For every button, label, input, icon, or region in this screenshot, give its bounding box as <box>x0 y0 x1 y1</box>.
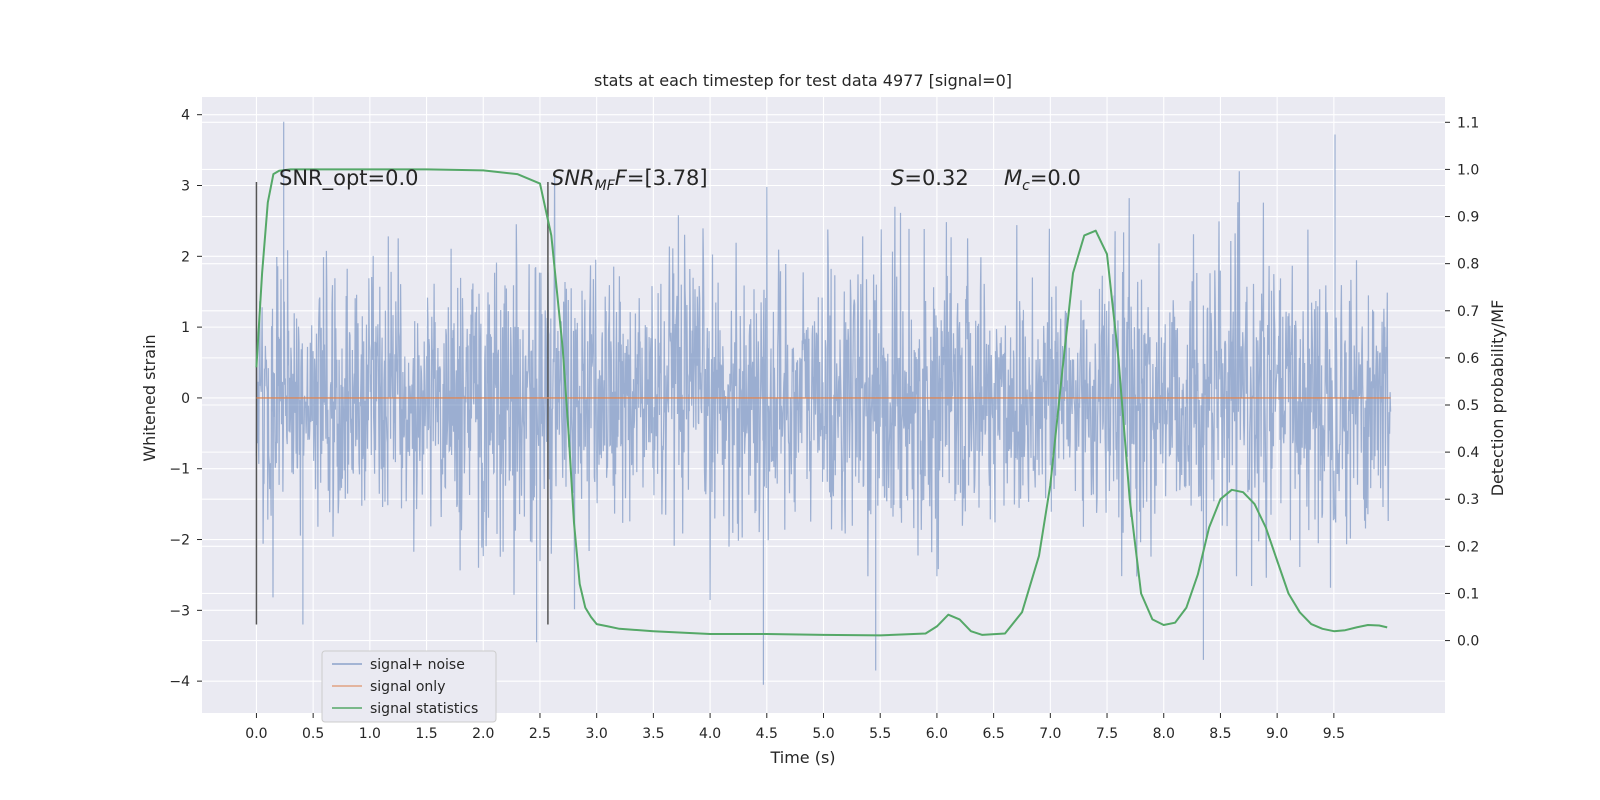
y2-tick-label: 0.9 <box>1457 210 1479 226</box>
y2-tick-label: 0.3 <box>1457 492 1479 508</box>
x-tick-label: 8.0 <box>1153 726 1175 742</box>
chart-title: stats at each timestep for test data 497… <box>594 71 1012 90</box>
series-signal-plus-noise <box>255 121 1392 685</box>
x-tick-label: 9.5 <box>1323 726 1345 742</box>
y2-tick-label: 0.0 <box>1457 634 1479 650</box>
annotation-snr-opt: SNR_opt=0.0 <box>279 166 419 191</box>
y-tick-label: −2 <box>169 533 190 549</box>
snr-mf-f: F <box>615 166 628 190</box>
snr-mf-sub: MF <box>595 178 616 194</box>
y-tick-label: 4 <box>181 108 190 124</box>
x-tick-label: 1.5 <box>415 726 437 742</box>
mc-value: =0.0 <box>1030 166 1081 190</box>
y2-tick-label: 0.4 <box>1457 445 1479 461</box>
x-tick-label: 5.0 <box>812 726 834 742</box>
annotation-s: S=0.32 <box>891 166 969 190</box>
y-tick-label: −1 <box>169 462 190 478</box>
y2-tick-label: 1.0 <box>1457 162 1479 178</box>
y2-axis-label: Detection probability/MF <box>1488 300 1507 497</box>
x-tick-label: 4.5 <box>756 726 778 742</box>
snr-mf-value: =[3.78] <box>627 166 708 190</box>
x-axis-label: Time (s) <box>769 748 835 767</box>
legend-label-signal-statistics: signal statistics <box>370 701 478 717</box>
x-tick-label: 9.0 <box>1266 726 1288 742</box>
y2-tick-label: 0.1 <box>1457 586 1479 602</box>
s-value: =0.32 <box>904 166 968 190</box>
x-tick-label: 7.5 <box>1096 726 1118 742</box>
x-tick-label: 3.0 <box>586 726 608 742</box>
x-tick-label: 2.5 <box>529 726 551 742</box>
y2-tick-label: 0.7 <box>1457 304 1479 320</box>
x-tick-label: 7.0 <box>1039 726 1061 742</box>
series-signal-statistics <box>255 168 1388 637</box>
annotation-mc: Mc=0.0 <box>1004 166 1081 194</box>
x-tick-label: 0.0 <box>245 726 267 742</box>
x-tick-label: 5.5 <box>869 726 891 742</box>
x-tick-label: 6.0 <box>926 726 948 742</box>
mc-base: M <box>1004 166 1022 190</box>
s-label: S <box>891 166 904 190</box>
y-tick-label: −4 <box>169 674 190 690</box>
y-tick-label: 0 <box>181 391 190 407</box>
axis-ticks: 0.0 0.5 1.0 1.5 2.0 2.5 3.0 3.5 4.0 4.5 5.0 5.5 6.0 6… <box>169 108 1479 742</box>
snr-mf-base: SNR <box>551 166 595 190</box>
x-tick-label: 8.5 <box>1209 726 1231 742</box>
y-tick-label: −3 <box>169 603 190 619</box>
noise-line <box>255 121 1392 685</box>
y-tick-label: 3 <box>181 179 190 195</box>
y2-tick-label: 0.6 <box>1457 351 1479 367</box>
y2-tick-label: 0.5 <box>1457 398 1479 414</box>
x-tick-label: 4.0 <box>699 726 721 742</box>
signal-statistics-line <box>255 168 1388 637</box>
x-tick-label: 6.5 <box>982 726 1004 742</box>
y2-tick-label: 0.2 <box>1457 539 1479 555</box>
legend: signal+ noise signal only signal statist… <box>321 650 497 723</box>
y2-tick-label: 0.8 <box>1457 257 1479 273</box>
mc-sub: c <box>1022 178 1030 194</box>
legend-label-signal-plus-noise: signal+ noise <box>370 657 465 673</box>
y-axis-label: Whitened strain <box>140 334 159 461</box>
y2-tick-label: 1.1 <box>1457 115 1479 131</box>
y-tick-label: 2 <box>181 249 190 265</box>
legend-box <box>321 650 497 723</box>
x-tick-label: 1.0 <box>359 726 381 742</box>
x-tick-label: 0.5 <box>302 726 324 742</box>
y-tick-label: 1 <box>181 320 190 336</box>
x-tick-label: 2.0 <box>472 726 494 742</box>
vertical-markers <box>255 181 549 625</box>
x-tick-label: 3.5 <box>642 726 664 742</box>
annotation-snr-mf: SNRMFF=[3.78] <box>551 166 708 194</box>
legend-label-signal-only: signal only <box>370 679 445 695</box>
